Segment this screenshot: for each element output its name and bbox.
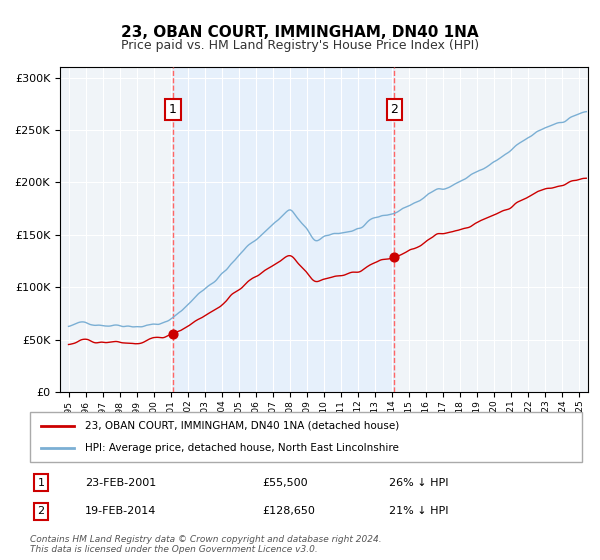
- Text: 26% ↓ HPI: 26% ↓ HPI: [389, 478, 448, 488]
- Text: HPI: Average price, detached house, North East Lincolnshire: HPI: Average price, detached house, Nort…: [85, 443, 399, 453]
- Text: £55,500: £55,500: [262, 478, 307, 488]
- Bar: [173, 67, 394, 392]
- Text: Price paid vs. HM Land Registry's House Price Index (HPI): Price paid vs. HM Land Registry's House …: [121, 39, 479, 52]
- Point: [389, 253, 399, 262]
- Text: Contains HM Land Registry data © Crown copyright and database right 2024.
This d: Contains HM Land Registry data © Crown c…: [30, 535, 382, 554]
- Text: 19-FEB-2014: 19-FEB-2014: [85, 506, 157, 516]
- Text: £128,650: £128,650: [262, 506, 315, 516]
- FancyBboxPatch shape: [30, 412, 582, 462]
- Point: [168, 329, 178, 338]
- Text: 21% ↓ HPI: 21% ↓ HPI: [389, 506, 448, 516]
- Text: 1: 1: [38, 478, 44, 488]
- Text: 23, OBAN COURT, IMMINGHAM, DN40 1NA: 23, OBAN COURT, IMMINGHAM, DN40 1NA: [121, 25, 479, 40]
- Text: 2: 2: [37, 506, 44, 516]
- Text: 2: 2: [391, 103, 398, 116]
- Text: 1: 1: [169, 103, 177, 116]
- Text: 23, OBAN COURT, IMMINGHAM, DN40 1NA (detached house): 23, OBAN COURT, IMMINGHAM, DN40 1NA (det…: [85, 421, 400, 431]
- Text: 23-FEB-2001: 23-FEB-2001: [85, 478, 157, 488]
